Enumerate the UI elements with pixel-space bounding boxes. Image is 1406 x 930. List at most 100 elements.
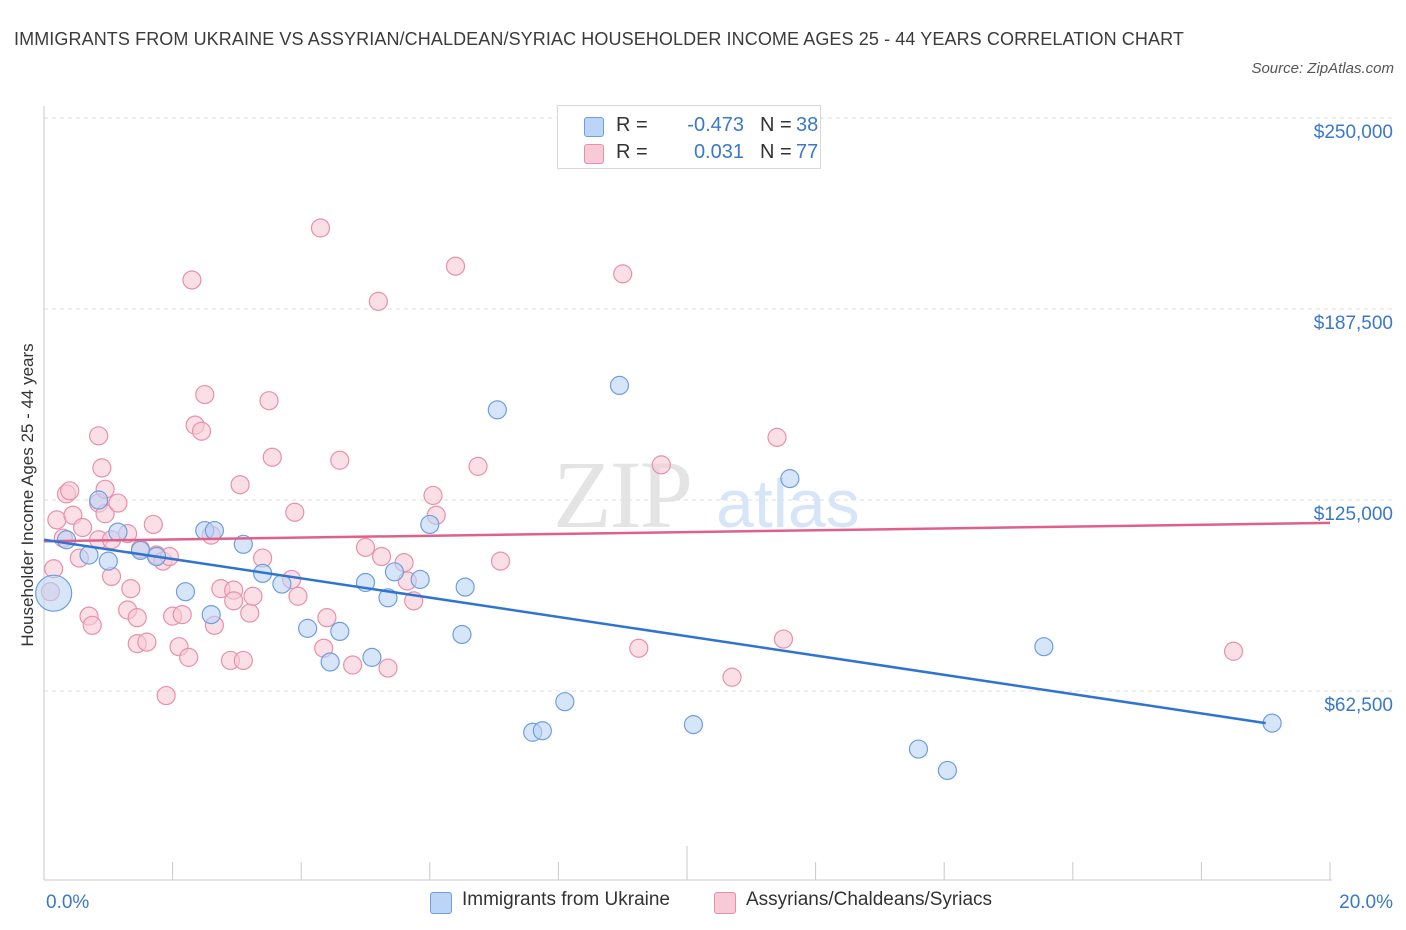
pink-data-point [1223, 641, 1244, 661]
gridlines [44, 117, 1392, 692]
legend-r-value: 0.031 [693, 141, 744, 163]
pink-data-point [230, 475, 250, 495]
pink-data-point [137, 632, 157, 652]
blue-data-point [201, 604, 221, 625]
pink-data-point [629, 638, 649, 658]
pink-data-point [240, 603, 260, 623]
pink-data-point [343, 655, 363, 675]
blue-data-point [233, 534, 253, 554]
y-tick-label: $250,000 [1314, 122, 1393, 143]
blue-data-point [487, 400, 507, 420]
pink-data-point [767, 427, 787, 447]
blue-data-point [320, 652, 340, 672]
pink-data-point [92, 458, 112, 478]
legend-n-value: 77 [796, 141, 819, 163]
pink-data-point [613, 264, 633, 284]
pink-data-point [89, 426, 109, 446]
pink-data-point [371, 546, 392, 567]
blue-data-point [362, 647, 382, 667]
y-tick-label: $125,000 [1314, 504, 1393, 525]
blue-data-point [1034, 637, 1054, 657]
blue-data-point [937, 760, 958, 781]
pink-data-point [233, 650, 253, 671]
legend-r-label: R = [616, 114, 648, 136]
pink-data-point [195, 384, 215, 405]
blue-data-point [455, 577, 475, 597]
blue-data-point [384, 562, 405, 582]
series-legend-label: Immigrants from Ukraine [462, 889, 670, 910]
pink-data-point [310, 218, 331, 238]
blue-data-point [683, 715, 704, 735]
correlation-legend: R = -0.473 N = 38 R = 0.031 N = 77 [557, 105, 821, 169]
blue-data-point [130, 540, 151, 561]
blue-data-point [89, 490, 109, 510]
legend-n-label: N = [760, 141, 792, 163]
blue-data-point [204, 520, 224, 541]
pink-data-point [172, 604, 192, 625]
pink-data-point [60, 481, 80, 501]
y-axis-label: Householder Income Ages 25 - 44 years [18, 343, 37, 646]
legend-swatch-blue [584, 117, 604, 137]
axes [43, 106, 1332, 881]
trend-lines [43, 521, 1331, 725]
pink-data-point [143, 514, 163, 535]
legend-n-value: 38 [796, 114, 819, 136]
y-tick-label: $62,500 [1324, 695, 1393, 716]
pink-data-point [330, 450, 350, 470]
pink-data-point [47, 510, 67, 530]
pink-data-point [355, 537, 376, 557]
pink-data-point [423, 485, 443, 506]
watermark-zip: ZIP [553, 441, 691, 548]
blue-data-point [98, 551, 118, 571]
legend-r-value: -0.473 [687, 114, 744, 136]
blue-data-point [330, 621, 350, 642]
chart-title: IMMIGRANTS FROM UKRAINE VS ASSYRIAN/CHAL… [14, 29, 1184, 49]
tick-labels: $62,500 $125,000 $187,500 $250,000 0.0% 20.0% [46, 122, 1393, 913]
blue-data-point [272, 574, 292, 594]
legend-r-label: R = [616, 141, 648, 163]
pink-data-point [108, 493, 128, 513]
series-swatch-pink [714, 892, 736, 914]
y-tick-label: $187,500 [1314, 313, 1393, 334]
pink-data-point [773, 629, 794, 649]
blue-data-point [79, 545, 99, 565]
x-tick-label: 20.0% [1339, 892, 1393, 913]
pink-data-point [368, 291, 388, 311]
pink-data-point [651, 455, 671, 475]
blue-data-point [420, 514, 440, 535]
pink-data-point [722, 667, 742, 687]
blue-trend-line [43, 538, 1266, 725]
pink-data-point [317, 608, 337, 628]
pink-data-point [285, 502, 305, 522]
blue-data-point [532, 721, 552, 741]
pink-data-point [445, 256, 466, 276]
pink-data-point [490, 551, 511, 571]
blue-data-point [555, 692, 575, 712]
pink-data-point [127, 608, 147, 628]
pink-data-point [191, 421, 212, 441]
blue-data-point [108, 522, 128, 542]
blue-data-point [452, 624, 472, 645]
blue-data-point [908, 739, 929, 759]
blue-data-point [410, 569, 430, 590]
blue-data-point [780, 469, 800, 489]
x-tick-label: 0.0% [46, 892, 89, 913]
pink-data-point [182, 270, 202, 290]
pink-data-point [288, 586, 308, 606]
pink-data-point [243, 586, 263, 606]
series-swatch-blue [430, 892, 452, 914]
pink-data-point [378, 658, 398, 678]
legend-swatch-pink [584, 144, 604, 164]
pink-data-point [72, 517, 93, 538]
blue-data-point [175, 582, 196, 602]
pink-data-point [468, 456, 488, 476]
blue-series-points [35, 375, 1282, 781]
pink-trend-line [43, 521, 1331, 543]
pink-data-point [224, 591, 244, 611]
pink-data-point [259, 391, 279, 411]
blue-data-point [1262, 713, 1282, 733]
series-legend-label: Assyrians/Chaldeans/Syriacs [746, 889, 993, 910]
legend-n-label: N = [760, 114, 792, 136]
pink-data-point [262, 447, 282, 467]
